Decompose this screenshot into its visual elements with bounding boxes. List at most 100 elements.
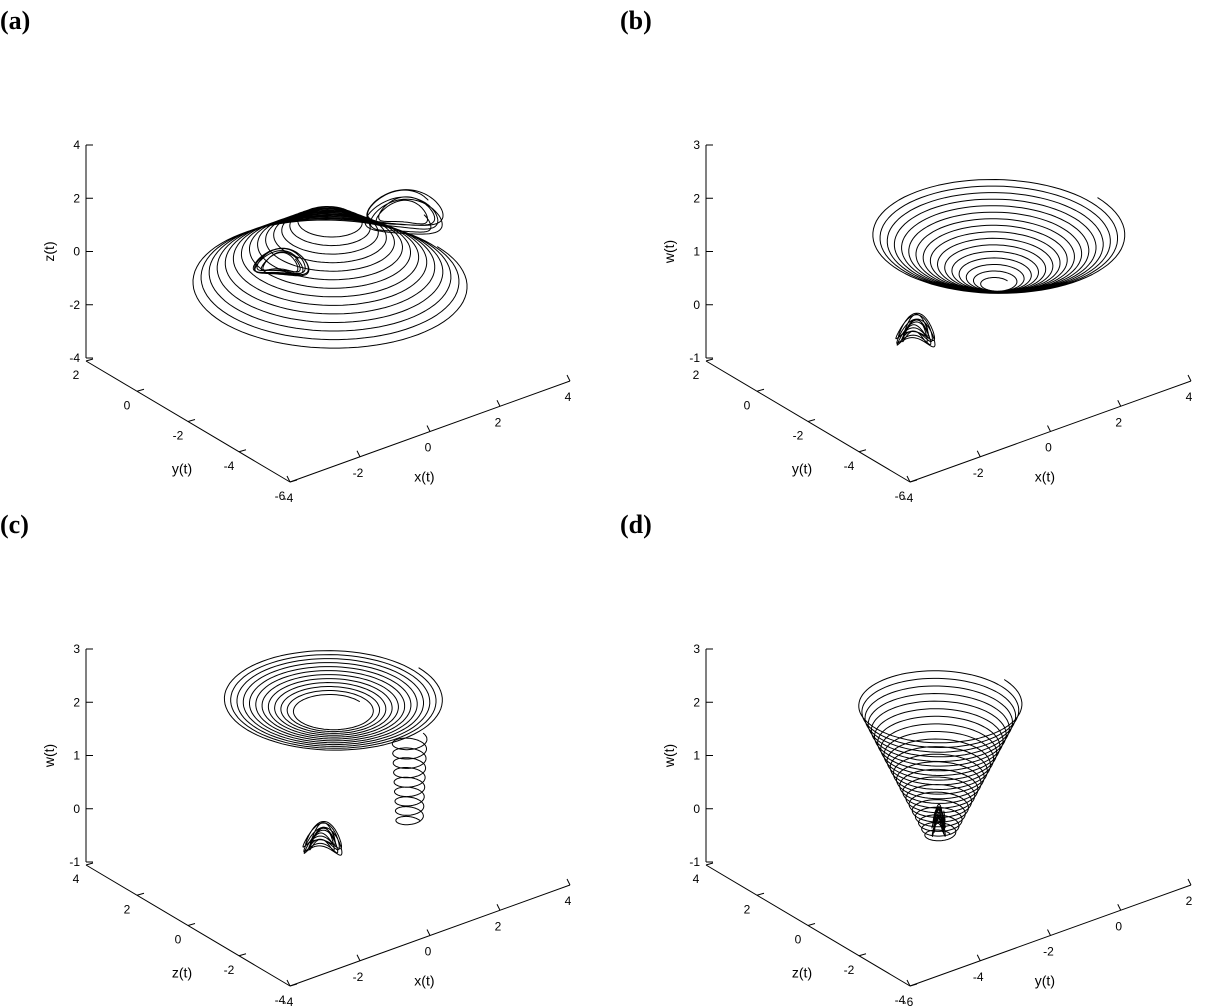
- z-tick-label: 3: [73, 642, 80, 656]
- z-tick-label: 1: [693, 749, 700, 763]
- y-tick-label: 0: [175, 933, 182, 947]
- z-tick-label: -1: [689, 351, 700, 365]
- y-tick-label: 2: [744, 902, 751, 916]
- x-tick-label: -2: [973, 466, 984, 480]
- z-tick-label: 0: [73, 802, 80, 816]
- x-tick: [496, 400, 501, 407]
- z-tick-label: 2: [693, 191, 700, 205]
- z-tick-label: -2: [69, 298, 80, 312]
- z-tick-label: 0: [693, 298, 700, 312]
- x-axis-label: x(t): [414, 973, 434, 989]
- y-tick-label: -2: [224, 963, 235, 977]
- x-tick-label: -2: [353, 970, 364, 984]
- z-tick-label: 0: [73, 245, 80, 259]
- x-tick-label: -4: [283, 995, 294, 1006]
- x-tick-label: 4: [565, 894, 572, 908]
- trajectory-series-3: [364, 189, 444, 235]
- x-tick-label: 4: [565, 390, 572, 404]
- y-tick: [756, 892, 765, 896]
- y-tick: [807, 419, 816, 422]
- panel-label-b: (b): [620, 6, 652, 35]
- z-tick-label: 3: [693, 642, 700, 656]
- z-tick-label: -1: [689, 855, 700, 869]
- y-tick: [909, 479, 918, 483]
- trajectory-series-3: [302, 821, 343, 856]
- y-axis-label: z(t): [792, 965, 812, 981]
- y-tick: [187, 923, 196, 926]
- z-tick-label: 1: [73, 749, 80, 763]
- x-tick-label: 4: [1186, 390, 1193, 404]
- y-tick: [289, 983, 298, 987]
- x-axis-label: x(t): [414, 469, 434, 485]
- y-tick-label: -6: [275, 489, 286, 503]
- x-tick: [906, 475, 911, 483]
- x-tick: [566, 878, 571, 886]
- x-tick: [356, 954, 361, 961]
- x-tick: [1187, 374, 1192, 382]
- x-tick-label: 0: [425, 441, 432, 455]
- z-tick-label: 0: [693, 802, 700, 816]
- y-tick: [85, 862, 94, 866]
- x-tick-label: 0: [425, 945, 432, 959]
- y-tick: [807, 923, 816, 926]
- z-axis-label: z(t): [41, 241, 57, 261]
- y-axis-label: y(t): [172, 461, 192, 477]
- x-tick: [1047, 425, 1051, 432]
- y-tick-label: -2: [173, 429, 184, 443]
- y-tick-label: -4: [895, 993, 906, 1006]
- z-tick-label: 1: [693, 245, 700, 259]
- x-tick-label: -4: [973, 970, 984, 984]
- x-tick-label: 2: [1186, 894, 1193, 908]
- z-tick-label: 2: [73, 695, 80, 709]
- y-tick-label: 4: [73, 872, 80, 886]
- y-tick: [238, 953, 247, 957]
- trajectory-series-2: [252, 247, 310, 277]
- x-tick: [1117, 904, 1122, 911]
- y-tick: [705, 358, 714, 362]
- z-tick-label: -1: [69, 855, 80, 869]
- x-tick: [1187, 878, 1192, 886]
- y-tick-label: 0: [124, 398, 131, 412]
- y-tick: [705, 862, 714, 866]
- z-tick-label: 3: [693, 138, 700, 152]
- y-tick: [909, 983, 918, 987]
- x-tick-label: 2: [495, 415, 502, 429]
- z-tick-label: 2: [693, 695, 700, 709]
- y-tick-label: 4: [693, 872, 700, 886]
- y-axis-label: y(t): [792, 461, 812, 477]
- panel-label-c: (c): [0, 510, 29, 539]
- y-tick-label: -4: [275, 993, 286, 1006]
- y-tick-label: 2: [693, 368, 700, 382]
- y-tick: [136, 388, 145, 392]
- z-tick-label: 2: [73, 191, 80, 205]
- z-tick-label: 4: [73, 138, 80, 152]
- x-tick: [1047, 929, 1051, 936]
- y-tick-label: 2: [124, 902, 131, 916]
- trajectory-series-2: [931, 803, 946, 837]
- panel-label-a: (a): [0, 6, 31, 35]
- z-axis-label: w(t): [661, 744, 677, 768]
- trajectory-series-1: [223, 650, 443, 751]
- y-tick: [756, 388, 765, 392]
- x-tick-label: 2: [1115, 415, 1122, 429]
- x-tick: [286, 979, 291, 987]
- x-axis-label: y(t): [1035, 973, 1055, 989]
- y-tick-label: -2: [793, 429, 804, 443]
- y-tick-label: 0: [744, 398, 751, 412]
- x-tick-label: -2: [1043, 945, 1054, 959]
- z-axis-label: w(t): [661, 240, 677, 264]
- y-tick-label: -2: [844, 963, 855, 977]
- x-tick-label: 2: [495, 919, 502, 933]
- x-tick: [906, 979, 911, 987]
- x-tick: [426, 425, 431, 432]
- y-tick: [858, 953, 867, 957]
- x-tick: [356, 450, 361, 457]
- plot-c: -4 -2 0 2 4 -4 -2 0 2 4 -1 0 1 2 3 x(t) z(t) w(t): [41, 642, 572, 1006]
- x-axis-label: x(t): [1035, 469, 1055, 485]
- x-tick: [496, 904, 501, 911]
- y-tick-label: -6: [895, 489, 906, 503]
